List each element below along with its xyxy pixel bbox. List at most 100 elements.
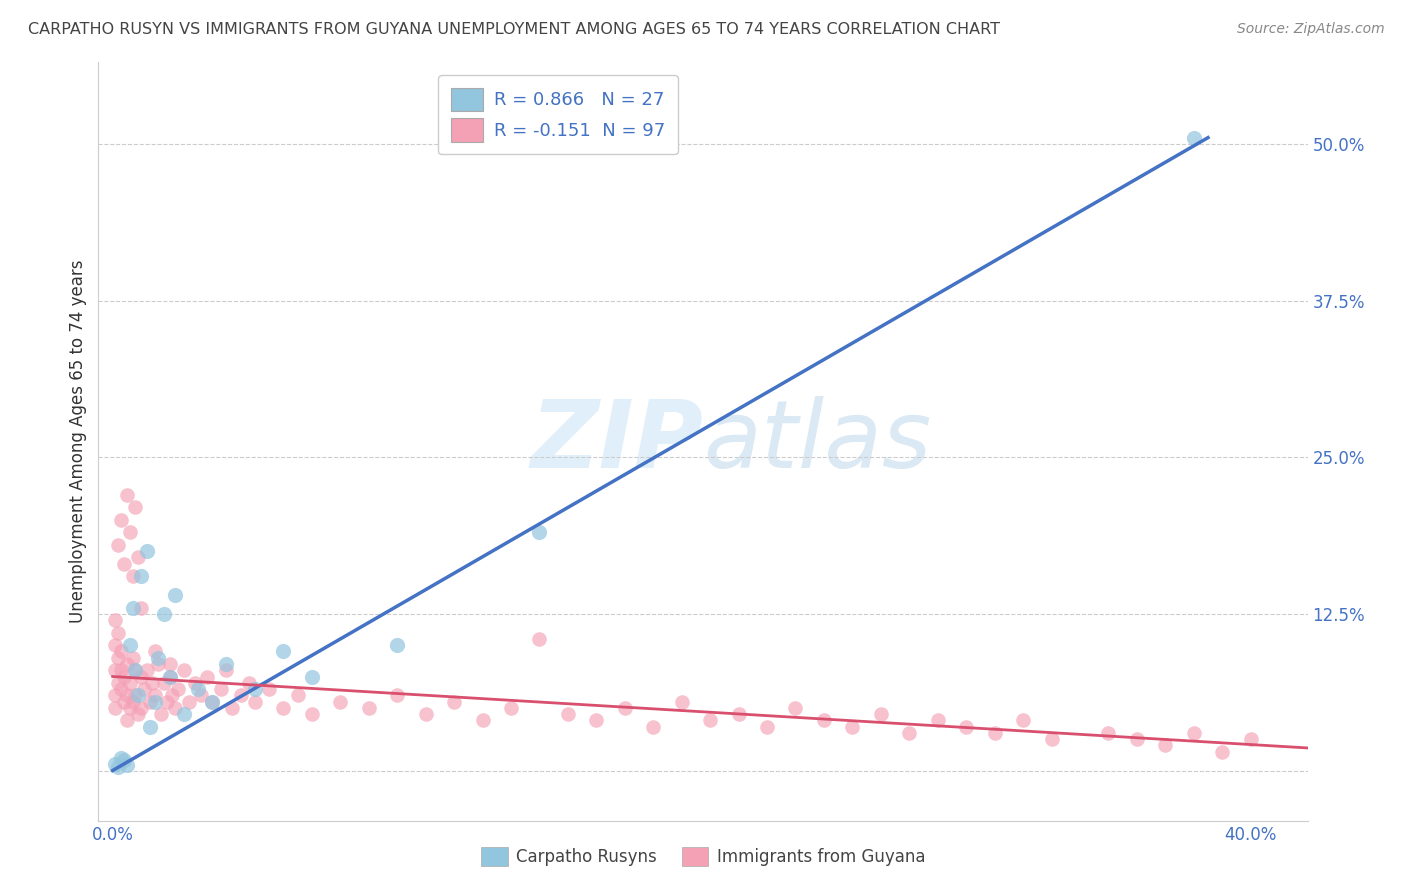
Point [243, 695, 266, 709]
Point [201, 695, 224, 709]
Point [187, 681, 209, 696]
Point [121, 569, 143, 583]
Point [238, 675, 260, 690]
Point [243, 681, 266, 696]
Point [1012, 714, 1035, 728]
Point [167, 681, 190, 696]
Point [273, 644, 295, 658]
Point [127, 689, 149, 703]
Point [215, 663, 238, 677]
Point [107, 538, 129, 552]
Point [104, 638, 127, 652]
Point [127, 707, 149, 722]
Point [1040, 732, 1063, 747]
Point [124, 663, 146, 677]
Point [115, 689, 138, 703]
Point [215, 657, 238, 671]
Point [115, 488, 138, 502]
Point [150, 707, 173, 722]
Point [121, 650, 143, 665]
Point [443, 695, 465, 709]
Point [104, 757, 127, 772]
Point [124, 500, 146, 515]
Point [104, 613, 127, 627]
Point [179, 695, 201, 709]
Point [143, 689, 166, 703]
Point [124, 689, 146, 703]
Point [301, 707, 323, 722]
Point [841, 720, 863, 734]
Point [112, 695, 135, 709]
Point [107, 675, 129, 690]
Point [156, 695, 179, 709]
Point [983, 726, 1005, 740]
Point [1240, 732, 1263, 747]
Point [121, 695, 143, 709]
Point [184, 675, 207, 690]
Point [132, 681, 155, 696]
Point [273, 701, 295, 715]
Point [1126, 732, 1149, 747]
Point [110, 663, 132, 677]
Point [118, 675, 141, 690]
Point [138, 695, 160, 709]
Y-axis label: Unemployment Among Ages 65 to 74 years: Unemployment Among Ages 65 to 74 years [69, 260, 87, 624]
Point [927, 714, 949, 728]
Point [585, 714, 607, 728]
Point [1154, 739, 1177, 753]
Point [112, 669, 135, 683]
Point [229, 689, 252, 703]
Point [557, 707, 579, 722]
Point [756, 720, 779, 734]
Point [135, 544, 157, 558]
Point [141, 675, 163, 690]
Point [955, 720, 977, 734]
Point [195, 669, 218, 683]
Point [385, 689, 408, 703]
Point [143, 644, 166, 658]
Point [209, 681, 232, 696]
Point [110, 644, 132, 658]
Point [127, 550, 149, 565]
Point [287, 689, 309, 703]
Point [112, 557, 135, 571]
Legend: Carpatho Rusyns, Immigrants from Guyana: Carpatho Rusyns, Immigrants from Guyana [472, 838, 934, 875]
Point [138, 720, 160, 734]
Point [173, 663, 195, 677]
Point [785, 701, 807, 715]
Point [129, 600, 152, 615]
Point [671, 695, 693, 709]
Point [385, 638, 408, 652]
Text: atlas: atlas [703, 396, 931, 487]
Point [813, 714, 835, 728]
Point [1211, 745, 1233, 759]
Point [613, 701, 636, 715]
Point [898, 726, 921, 740]
Point [159, 669, 181, 683]
Point [112, 754, 135, 768]
Point [257, 681, 280, 696]
Point [104, 663, 127, 677]
Point [135, 663, 157, 677]
Text: CARPATHO RUSYN VS IMMIGRANTS FROM GUYANA UNEMPLOYMENT AMONG AGES 65 TO 74 YEARS : CARPATHO RUSYN VS IMMIGRANTS FROM GUYANA… [28, 22, 1000, 37]
Point [146, 650, 169, 665]
Text: ZIP: ZIP [530, 395, 703, 488]
Point [727, 707, 749, 722]
Point [1182, 130, 1205, 145]
Point [110, 681, 132, 696]
Point [1097, 726, 1119, 740]
Point [165, 701, 187, 715]
Point [301, 669, 323, 683]
Point [129, 669, 152, 683]
Point [104, 689, 127, 703]
Point [104, 701, 127, 715]
Point [153, 675, 176, 690]
Point [107, 650, 129, 665]
Point [201, 695, 224, 709]
Point [529, 525, 551, 540]
Point [869, 707, 891, 722]
Point [118, 525, 141, 540]
Point [115, 714, 138, 728]
Point [121, 600, 143, 615]
Point [643, 720, 665, 734]
